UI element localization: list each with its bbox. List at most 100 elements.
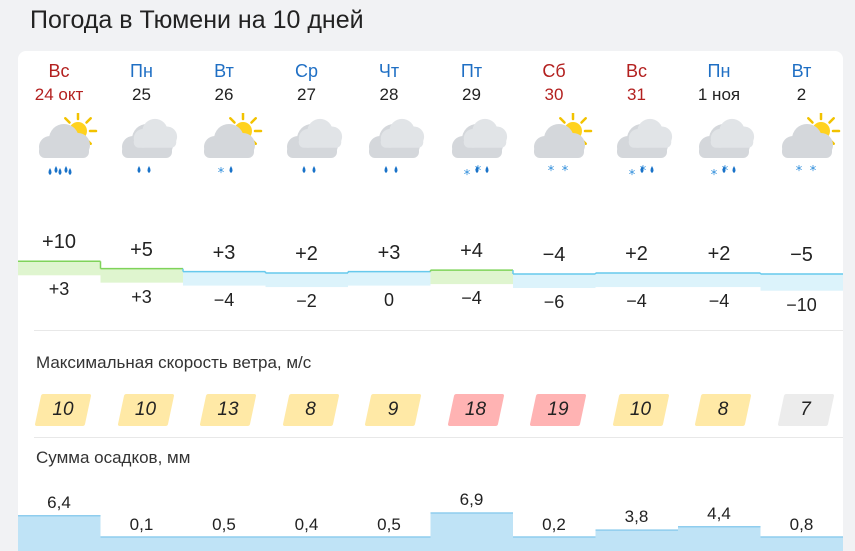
precip-bar [430, 513, 513, 551]
precip-bar [183, 537, 266, 551]
day-name: Сб [542, 61, 566, 81]
wind-section-label: Максимальная скорость ветра, м/с [36, 353, 312, 372]
cloudy-rain-icon [356, 113, 438, 193]
precip-value: 0,5 [377, 515, 401, 534]
temp-bar [18, 261, 101, 276]
cloudy-rain-icon [274, 113, 356, 193]
partly-cloudy-snow-rain-icon: * [191, 111, 273, 193]
day-name: Вт [214, 61, 234, 81]
temp-min: −4 [213, 289, 235, 310]
wind-value: 10 [629, 399, 652, 420]
day-name: Вс [48, 61, 70, 81]
precip-bar [513, 537, 596, 551]
precip-value: 6,4 [47, 492, 71, 512]
temp-bar [265, 273, 348, 288]
day-date: 1 ноя [697, 85, 741, 104]
temp-bar [183, 271, 266, 286]
temp-max: +2 [295, 243, 318, 266]
temp-min: −6 [543, 292, 565, 312]
temp-bar [100, 268, 183, 283]
precip-bar [100, 537, 183, 551]
temp-min: −4 [708, 291, 730, 312]
temp-min: −4 [461, 288, 482, 309]
temp-bar [760, 274, 843, 291]
svg-text:*: * [795, 164, 802, 179]
divider-bottom [34, 437, 843, 438]
partly-cloudy-snow-icon: * * [769, 111, 844, 193]
temp-max: +4 [460, 240, 483, 263]
svg-text:*: * [809, 164, 816, 179]
precip-value: 3,8 [624, 507, 649, 527]
day-date: 25 [132, 85, 151, 104]
precip-bar [348, 537, 431, 551]
temp-max: +5 [130, 238, 153, 261]
temp-bar [348, 271, 431, 286]
wind-value: 8 [305, 399, 316, 420]
wind-value: 18 [464, 399, 487, 420]
temp-bar [513, 274, 596, 288]
precip-value: 0,2 [542, 515, 566, 534]
precip-section-label: Сумма осадков, мм [36, 448, 191, 467]
partly-cloudy-rain-icon [26, 111, 108, 193]
day-date: 29 [462, 85, 481, 104]
wind-value: 10 [52, 399, 74, 420]
temperature-chart [18, 260, 843, 291]
temp-max: +2 [707, 243, 731, 266]
temp-bar [430, 270, 513, 285]
day-date: 28 [379, 85, 399, 104]
temp-bar [595, 273, 678, 288]
wind-value: 10 [134, 399, 157, 420]
precip-bar [595, 530, 678, 551]
wind-value: 9 [387, 399, 399, 420]
cloudy-rain-snow-icon: ** [439, 113, 521, 193]
temp-max: −4 [542, 244, 566, 266]
temp-bar [678, 273, 761, 288]
precip-bar [265, 537, 348, 551]
precip-value: 0,5 [212, 515, 236, 534]
temp-min: +3 [48, 279, 70, 300]
page-title: Погода в Тюмени на 10 дней [30, 6, 364, 34]
day-date: 24 окт [34, 85, 84, 104]
wind-value: 8 [717, 399, 729, 420]
day-date: 26 [214, 85, 234, 104]
day-name: Вс [625, 61, 647, 81]
precip-value: 4,4 [707, 503, 731, 523]
temp-min: 0 [383, 289, 394, 310]
day-name: Чт [378, 61, 400, 81]
partly-cloudy-snow-icon: * * [521, 111, 603, 193]
svg-text:*: * [548, 164, 555, 179]
precip-bar [760, 537, 843, 551]
cloudy-rain-snow-icon: ** [686, 113, 768, 193]
temp-min: −10 [786, 294, 817, 315]
day-name: Пн [130, 61, 153, 81]
svg-text:*: * [218, 166, 225, 181]
divider-top [34, 330, 843, 331]
wind-value: 7 [800, 399, 811, 420]
svg-text:*: * [562, 164, 569, 179]
day-name: Вт [791, 61, 812, 81]
svg-text:*: * [711, 168, 718, 183]
cloudy-rain-icon [109, 113, 191, 193]
temp-max: +3 [377, 241, 401, 264]
temp-max: +10 [42, 231, 76, 254]
wind-value: 19 [547, 399, 569, 420]
day-date: 30 [544, 85, 564, 104]
day-date: 27 [297, 85, 316, 104]
svg-text:*: * [628, 168, 635, 183]
temp-min: −4 [626, 291, 647, 312]
day-name: Пт [460, 61, 483, 81]
day-name: Ср [294, 61, 318, 81]
temp-max: +3 [212, 241, 236, 264]
svg-text:*: * [463, 168, 470, 183]
precip-value: 0,8 [789, 515, 814, 534]
temp-max: +2 [625, 243, 648, 266]
temp-min: −2 [296, 291, 317, 312]
day-date: 2 [796, 85, 807, 104]
precipitation-chart [18, 512, 843, 551]
wind-value: 13 [217, 399, 239, 420]
temp-max: −5 [790, 244, 813, 266]
day-name: Пн [707, 61, 731, 81]
day-date: 31 [627, 85, 646, 104]
precip-value: 0,1 [129, 515, 154, 534]
